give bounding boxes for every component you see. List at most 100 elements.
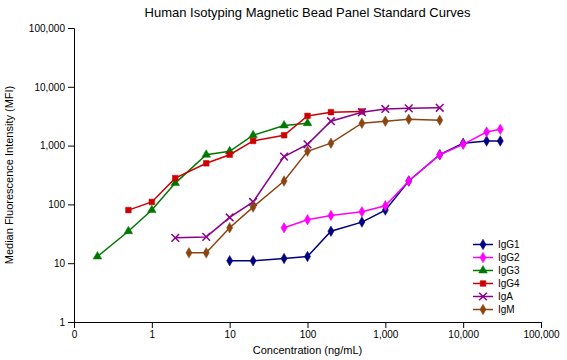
point [281, 223, 287, 234]
chart: 01101001,00010,000100,0001101001,00010,0… [0, 0, 567, 360]
tick: 10 [54, 258, 74, 269]
point [250, 256, 256, 267]
tick-mark [152, 322, 153, 328]
point [497, 136, 503, 147]
tick-mark [541, 322, 542, 328]
tick-mark [230, 322, 231, 328]
point [227, 256, 233, 267]
axis-line [75, 323, 542, 329]
legend-item: IgG2 [473, 252, 520, 263]
tick-mark [68, 28, 74, 29]
tick-label: 1,000 [40, 140, 65, 151]
tick-label: 10,000 [34, 82, 65, 93]
tick: 10 [225, 322, 237, 340]
point [406, 176, 412, 187]
series [93, 118, 312, 259]
point [406, 176, 412, 187]
point [304, 146, 310, 157]
tick-label: 1,000 [373, 329, 398, 340]
point [126, 207, 132, 213]
tick-label: 100,000 [523, 329, 560, 340]
point [382, 200, 388, 211]
x-axis-title: Concentration (ng/mL) [253, 344, 362, 356]
point [328, 138, 334, 149]
x-axis: 0 1 10 100 1,000 10,000 100,000 [72, 322, 560, 340]
point [203, 248, 209, 259]
tick-mark [68, 204, 74, 205]
point [281, 253, 287, 264]
point [497, 124, 503, 135]
series [171, 104, 443, 242]
tick-label: 0 [72, 329, 78, 340]
legend-label: IgG2 [498, 252, 520, 263]
point [149, 199, 155, 205]
legend-label: IgG1 [498, 239, 520, 250]
point [328, 210, 334, 221]
marks [93, 104, 503, 266]
tick: 0 [72, 322, 78, 340]
point [437, 149, 443, 160]
series [186, 114, 443, 258]
point [405, 105, 413, 113]
plot-area: 01101001,00010,000100,0001101001,00010,0… [29, 23, 560, 340]
point [460, 139, 466, 150]
tick: 1 [150, 322, 156, 340]
point [484, 127, 490, 138]
title: Human Isotyping Magnetic Bead Panel Stan… [145, 5, 471, 20]
tick-mark [463, 322, 464, 328]
y-axis: 1101001,00010,000100,000 [29, 23, 75, 328]
tick-label: 10,000 [448, 329, 479, 340]
point [437, 115, 443, 126]
legend-marker [479, 266, 488, 273]
legend-item: IgM [473, 304, 515, 315]
tick: 1 [59, 317, 74, 328]
point [359, 206, 365, 217]
point [124, 226, 133, 233]
tick-mark [68, 146, 74, 147]
point [359, 118, 365, 129]
point [359, 217, 365, 228]
point [172, 175, 178, 181]
point [304, 251, 310, 262]
point [328, 109, 334, 115]
tick-label: 10 [225, 329, 237, 340]
legend-marker [479, 293, 487, 301]
legend-label: IgG3 [498, 265, 520, 276]
point [93, 252, 102, 259]
tick: 100 [300, 322, 317, 340]
point [227, 152, 233, 158]
legend-label: IgA [498, 291, 513, 302]
point [281, 132, 287, 138]
tick-mark [68, 263, 74, 264]
point [202, 150, 211, 157]
tick-mark [68, 322, 74, 323]
tick-label: 1 [59, 317, 65, 328]
series-line [175, 108, 439, 238]
point [227, 223, 233, 234]
tick: 100,000 [29, 23, 74, 34]
legend: IgG1IgG2IgG3IgG4IgAIgM [473, 239, 520, 315]
tick-label: 100 [300, 329, 317, 340]
point [303, 118, 312, 125]
point [280, 121, 289, 128]
series-line [189, 119, 440, 253]
legend-item: IgA [473, 291, 513, 302]
point [304, 214, 310, 225]
tick: 10,000 [448, 322, 479, 340]
series [281, 124, 503, 233]
point [186, 248, 192, 259]
tick: 100,000 [523, 322, 560, 340]
tick: 1,000 [40, 140, 74, 151]
point [203, 160, 209, 166]
point [250, 202, 256, 213]
series-line [230, 141, 501, 261]
point [406, 114, 412, 125]
point [328, 226, 334, 237]
point [358, 108, 366, 116]
point [382, 116, 388, 127]
legend-marker [480, 281, 486, 287]
tick-mark [308, 322, 309, 328]
tick-label: 10 [54, 258, 66, 269]
point [171, 234, 179, 242]
tick-mark [385, 322, 386, 328]
